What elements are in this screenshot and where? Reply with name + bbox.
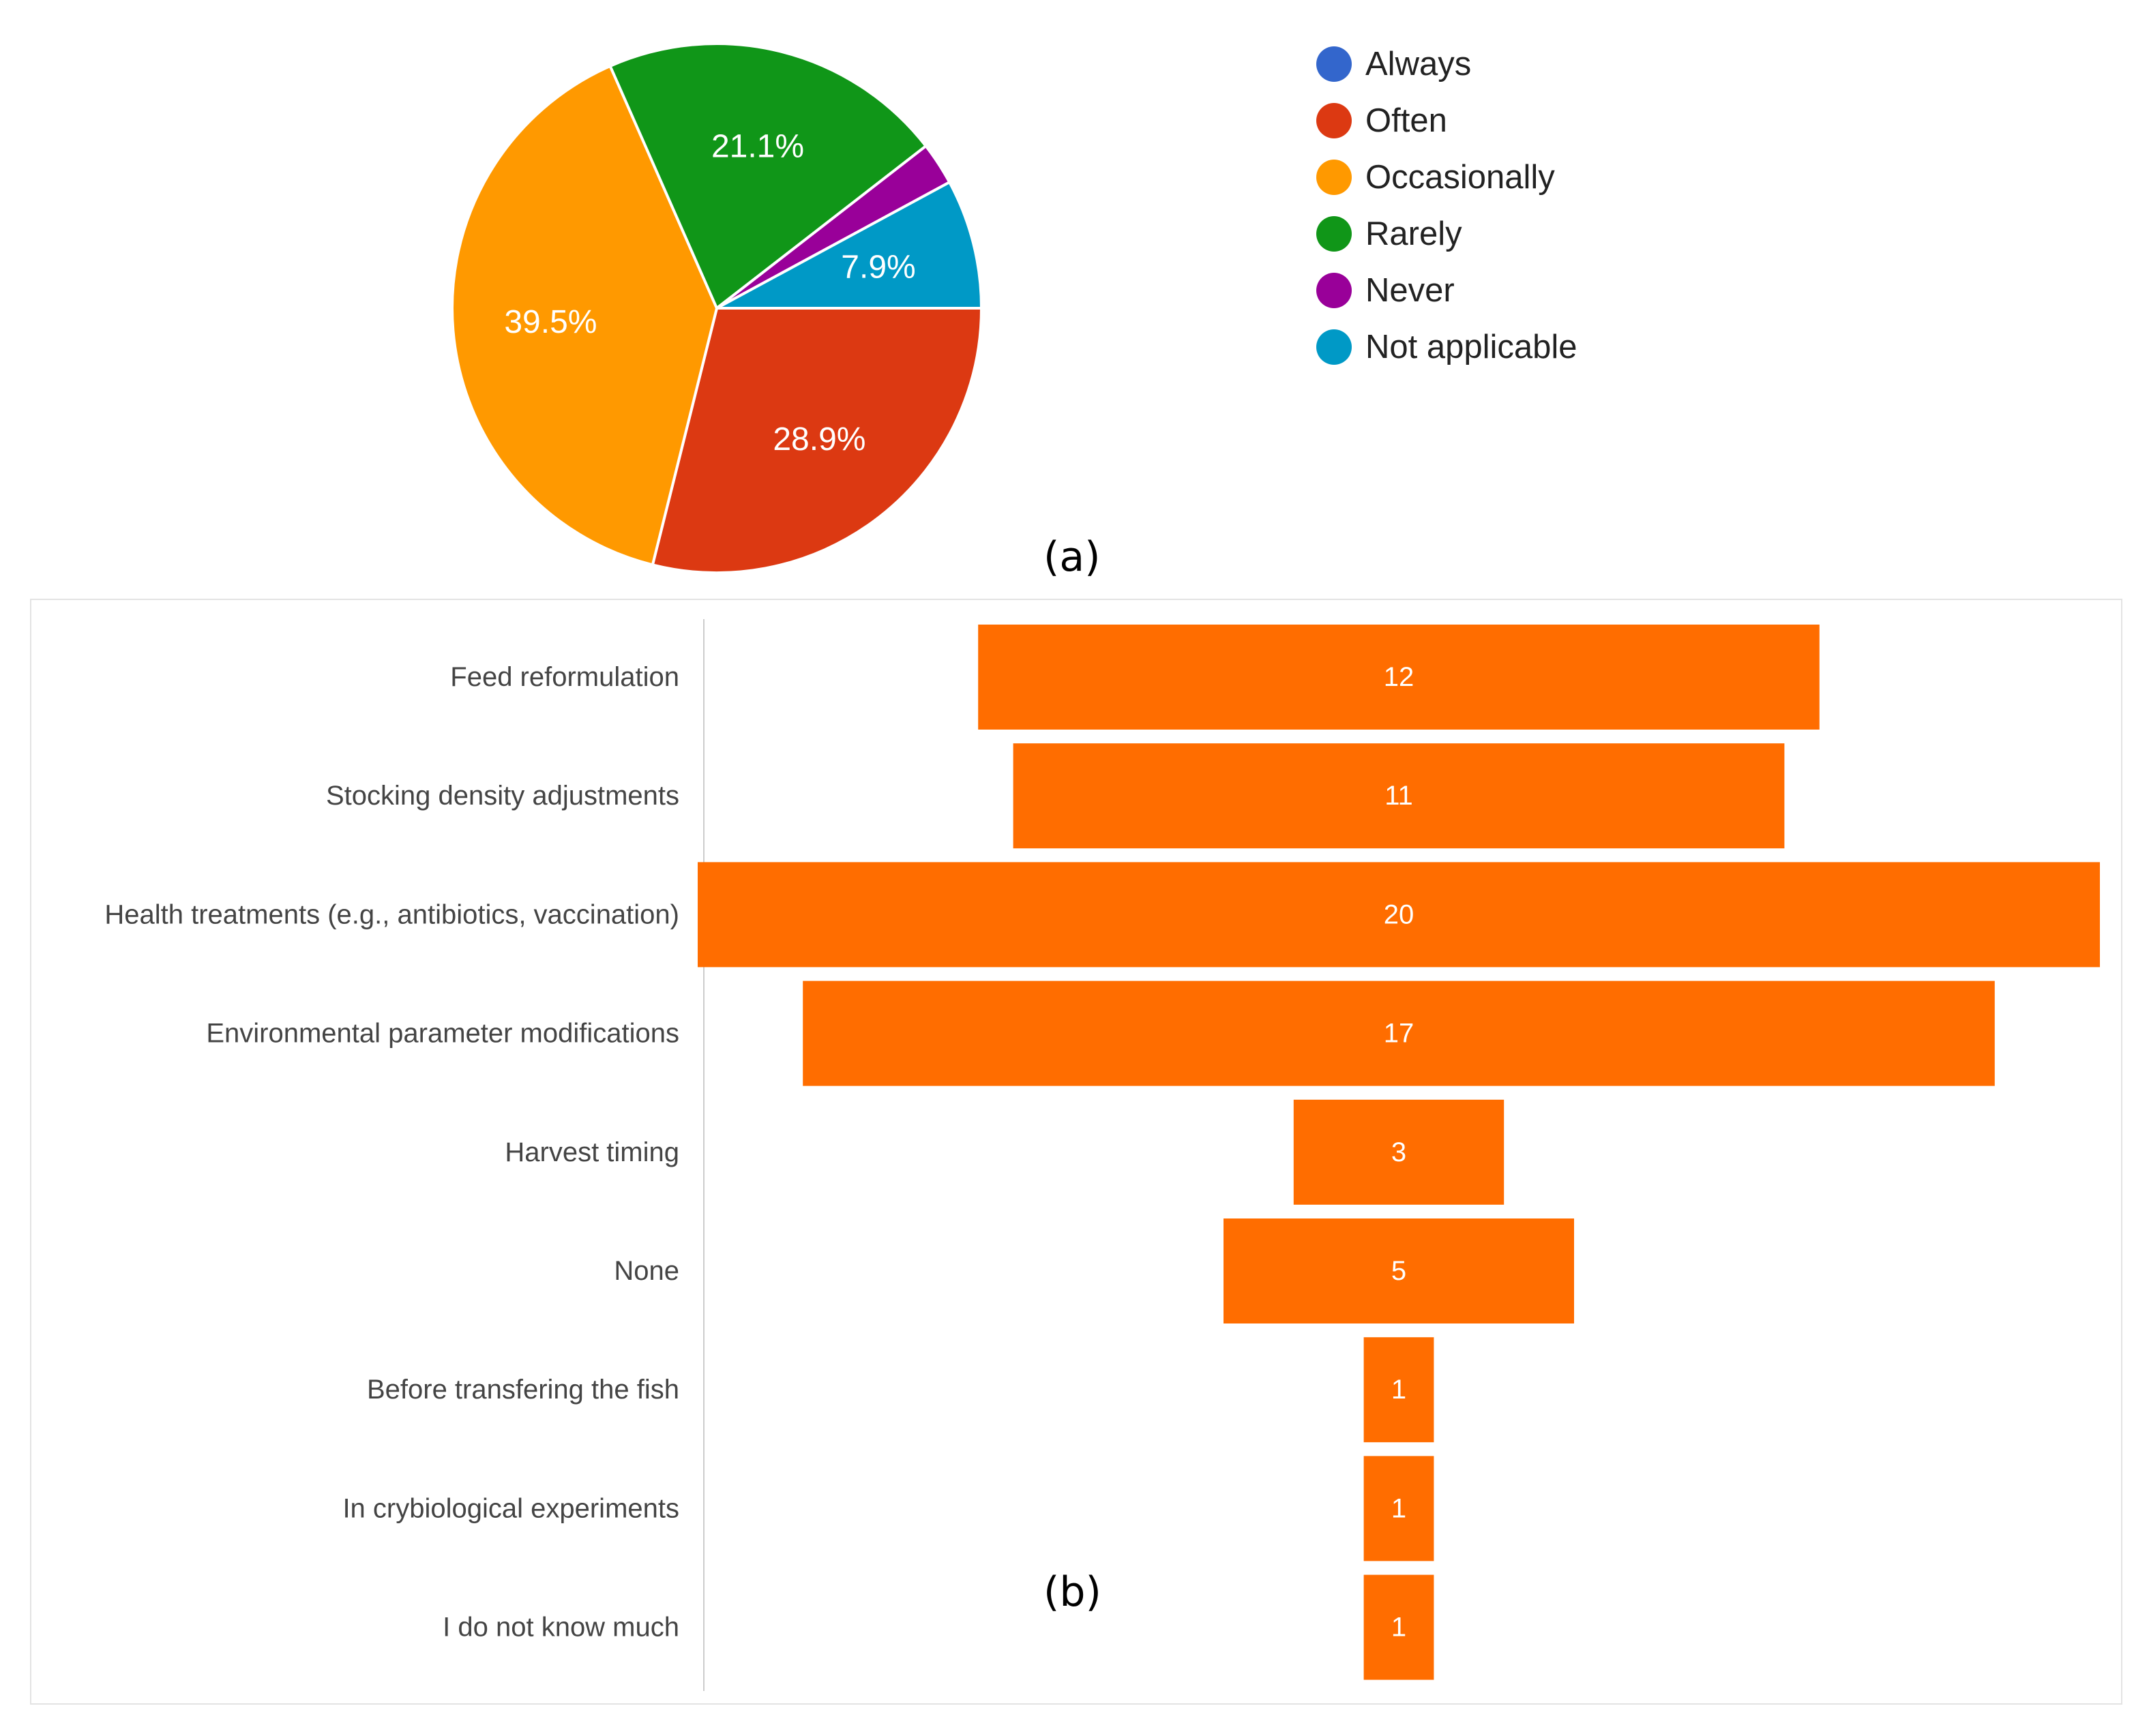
bar-environmental-parameter-modifications (803, 981, 1995, 1086)
category-label: Environmental parameter modifications (206, 1019, 679, 1049)
bar-value-label: 12 (1384, 662, 1414, 692)
pie-chart: 28.9% 39.5% 21.1% 7.9% (451, 42, 983, 574)
pie-slice-not-applicable (716, 180, 983, 310)
bar-value-label: 20 (1384, 899, 1414, 929)
bar-in-crybiological-experiments (1363, 1456, 1434, 1561)
pie-data-label-rarely: 21.1% (711, 129, 804, 165)
bar-harvest-timing (1293, 1099, 1505, 1205)
legend-swatch (1316, 46, 1352, 82)
pie-data-label-occasionally: 39.5% (504, 304, 597, 340)
category-label: Feed reformulation (450, 662, 679, 692)
legend-swatch (1316, 102, 1352, 138)
bar-i-do-not-know-much (1363, 1574, 1434, 1680)
caption-b: (b) (1043, 1568, 1101, 1616)
pie-data-labels: 28.9% 39.5% 21.1% 7.9% (504, 129, 915, 458)
caption-a: (a) (1043, 533, 1101, 581)
category-label: Harvest timing (505, 1137, 679, 1167)
bar-value-label: 1 (1391, 1493, 1406, 1523)
bar-value-label: 5 (1391, 1256, 1406, 1286)
legend-label: Occasionally (1365, 158, 1555, 196)
pie-slice-occasionally (451, 64, 719, 567)
category-label: Health treatments (e.g., antibiotics, va… (104, 899, 679, 929)
pie-slice-often (651, 307, 983, 574)
legend-label: Never (1365, 271, 1455, 309)
pie-slices (451, 42, 983, 574)
legend-item-not-applicable: Not applicable (1316, 318, 1577, 375)
bar-value-label: 1 (1391, 1613, 1406, 1643)
bar-marks: Feed reformulation 12 Stocking density adj… (104, 625, 2100, 1680)
pie-data-label-not-applicable: 7.9% (841, 250, 915, 286)
legend-item-rarely: Rarely (1316, 205, 1577, 262)
legend-item-always: Always (1316, 35, 1577, 92)
legend-swatch (1316, 272, 1352, 308)
bar-health-treatments-e-g-antibiotics-vaccination (698, 862, 2100, 968)
bar-value-label: 3 (1391, 1137, 1406, 1167)
legend-swatch (1316, 329, 1352, 365)
pie-slice-rarely (608, 42, 928, 311)
legend-label: Always (1365, 45, 1472, 83)
bar-none (1224, 1218, 1574, 1323)
legend-swatch (1316, 159, 1352, 195)
legend-item-never: Never (1316, 262, 1577, 318)
legend-label: Often (1365, 102, 1447, 139)
pie-legend: Always Often Occasionally Rarely Never Not ap… (1316, 35, 1577, 375)
category-label: Before transfering the fish (367, 1375, 679, 1405)
legend-item-often: Often (1316, 92, 1577, 149)
bar-value-label: 17 (1384, 1019, 1414, 1049)
legend-label: Not applicable (1365, 328, 1577, 365)
category-label: None (614, 1256, 679, 1286)
bar-value-label: 1 (1391, 1375, 1406, 1405)
bar-stocking-density-adjustments (1013, 743, 1785, 849)
category-label: I do not know much (443, 1613, 679, 1643)
legend-item-occasionally: Occasionally (1316, 149, 1577, 205)
bar-chart-panel: Feed reformulation 12 Stocking density adj… (30, 599, 2122, 1705)
bar-value-label: 11 (1384, 781, 1413, 811)
category-label: In crybiological experiments (342, 1493, 679, 1523)
legend-swatch (1316, 215, 1352, 252)
pie-data-label-often: 28.9% (773, 421, 865, 458)
legend-label: Rarely (1365, 215, 1462, 252)
bar-chart: Feed reformulation 12 Stocking density adj… (104, 619, 2100, 1691)
bar-feed-reformulation (978, 625, 1820, 730)
bar-before-transfering-the-fish (1363, 1337, 1434, 1443)
category-label: Stocking density adjustments (326, 781, 679, 811)
